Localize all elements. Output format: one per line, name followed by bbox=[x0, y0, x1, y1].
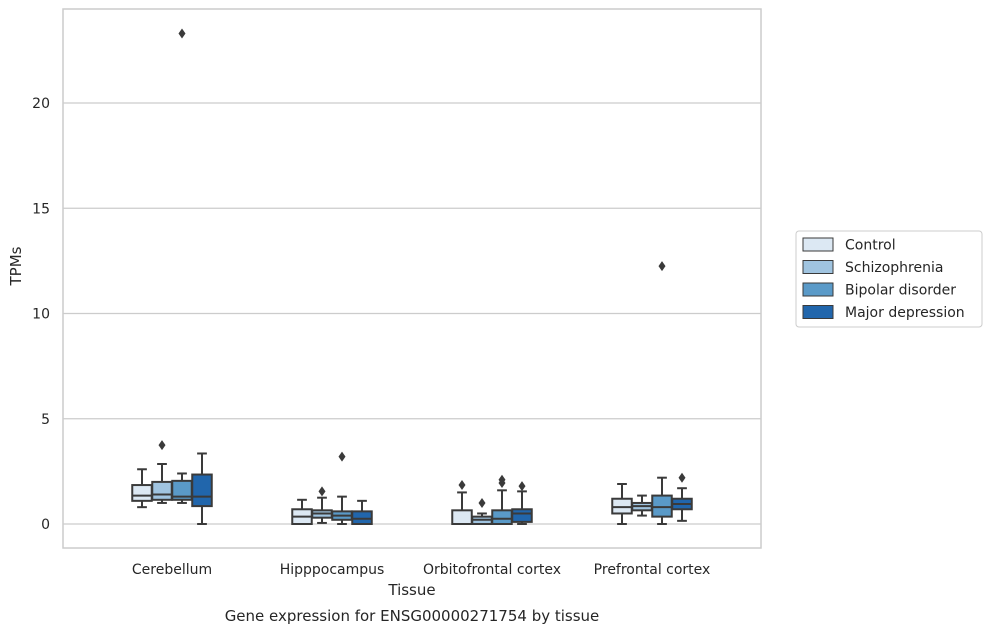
box-body bbox=[351, 510, 373, 525]
box-schizophrenia-2 bbox=[471, 497, 493, 526]
legend-swatch-1 bbox=[802, 260, 834, 274]
grid-layer bbox=[63, 102, 761, 525]
box-body bbox=[451, 509, 473, 526]
outlier-point-0 bbox=[338, 451, 346, 462]
box-bipolar-disorder-3 bbox=[651, 261, 673, 525]
chart-caption: Gene expression for ENSG00000271754 by t… bbox=[225, 607, 600, 625]
y-tick-label-15: 15 bbox=[32, 201, 50, 217]
legend-label-0: Control bbox=[845, 238, 896, 254]
x-tick-label-2: Orbitofrontal cortex bbox=[423, 562, 561, 578]
box-bipolar-disorder-0 bbox=[171, 472, 193, 504]
box-body bbox=[191, 473, 213, 508]
box-layer bbox=[131, 28, 693, 526]
outlier-point-extreme bbox=[178, 28, 186, 39]
box-body bbox=[651, 494, 673, 518]
box-schizophrenia-3 bbox=[631, 494, 653, 517]
outlier-point-1 bbox=[498, 474, 506, 485]
legend-label-1: Schizophrenia bbox=[845, 260, 943, 276]
box-bipolar-disorder-1 bbox=[331, 451, 353, 525]
box-body bbox=[151, 480, 173, 501]
x-tick-label-1: Hipppocampus bbox=[280, 562, 385, 578]
legend-label-2: Bipolar disorder bbox=[845, 283, 956, 299]
x-axis-label: Tissue bbox=[387, 581, 435, 599]
outlier-point-0 bbox=[658, 261, 666, 272]
box-control-0 bbox=[131, 468, 153, 509]
box-bipolar-disorder-2 bbox=[491, 474, 513, 526]
box-major-depression-0 bbox=[191, 452, 213, 525]
y-tick-label-5: 5 bbox=[41, 412, 50, 428]
box-body bbox=[511, 508, 533, 523]
box-schizophrenia-1 bbox=[311, 486, 333, 524]
box-body bbox=[611, 497, 633, 515]
box-major-depression-1 bbox=[351, 499, 373, 525]
box-major-depression-2 bbox=[511, 481, 533, 525]
outlier-point-0 bbox=[518, 481, 526, 492]
legend-swatch-2 bbox=[802, 282, 834, 297]
outlier-point-0 bbox=[678, 472, 686, 483]
box-control-2 bbox=[451, 480, 473, 526]
y-axis-label: TPMs bbox=[7, 246, 25, 286]
outlier-point-0 bbox=[478, 497, 486, 508]
legend-frame bbox=[795, 230, 983, 328]
plot-frame bbox=[62, 8, 762, 549]
box-major-depression-3 bbox=[671, 472, 693, 522]
box-control-1 bbox=[291, 498, 313, 526]
y-tick-label-10: 10 bbox=[32, 307, 50, 323]
x-tick-label-0: Cerebellum bbox=[132, 562, 212, 578]
box-body bbox=[131, 484, 153, 502]
legend: Control Schizophrenia Bipolar disorder Majo… bbox=[795, 230, 983, 328]
legend-label-3: Major depression bbox=[845, 305, 965, 321]
y-tick-label-20: 20 bbox=[32, 96, 50, 112]
box-control-3 bbox=[611, 483, 633, 525]
x-tick-label-3: Prefrontal cortex bbox=[594, 562, 711, 578]
outlier-point-0 bbox=[318, 486, 326, 497]
legend-swatch-3 bbox=[802, 305, 834, 319]
y-tick-label-0: 0 bbox=[41, 517, 50, 533]
tick-layer: 0 5 10 15 20 Cerebellum Hipppocampus Orbitofron… bbox=[32, 96, 710, 578]
box-schizophrenia-0 bbox=[151, 440, 173, 504]
outlier-point-0 bbox=[458, 480, 466, 491]
box-body bbox=[491, 509, 513, 526]
outlier-point-0 bbox=[158, 440, 166, 451]
legend-swatch-0 bbox=[802, 237, 834, 252]
